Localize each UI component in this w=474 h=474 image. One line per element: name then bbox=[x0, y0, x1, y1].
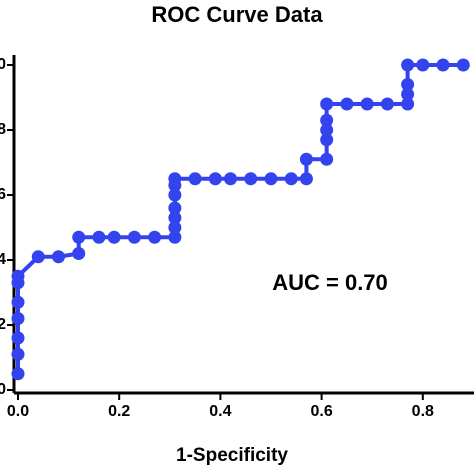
roc-point bbox=[284, 172, 298, 186]
x-tick-label: 0.4 bbox=[209, 403, 231, 420]
roc-point bbox=[127, 230, 141, 244]
roc-point bbox=[436, 58, 450, 72]
roc-point bbox=[224, 172, 238, 186]
roc-point bbox=[456, 58, 470, 72]
y-tick-label: 0.6 bbox=[0, 186, 6, 203]
roc-point bbox=[51, 250, 65, 264]
roc-point bbox=[168, 211, 182, 225]
y-tick-label: 0.4 bbox=[0, 251, 6, 268]
roc-point bbox=[401, 58, 415, 72]
x-axis-label: 1-Specificity bbox=[176, 445, 288, 466]
chart-title: ROC Curve Data bbox=[151, 2, 323, 27]
roc-point bbox=[168, 172, 182, 186]
x-tick-label: 0.8 bbox=[412, 403, 434, 420]
roc-point bbox=[11, 269, 25, 283]
y-tick-label: 0.0 bbox=[0, 381, 6, 398]
roc-point bbox=[264, 172, 278, 186]
roc-line bbox=[16, 63, 464, 374]
roc-point bbox=[168, 230, 182, 244]
roc-point bbox=[340, 97, 354, 111]
roc-point bbox=[244, 172, 258, 186]
roc-point bbox=[320, 133, 334, 147]
roc-point bbox=[208, 172, 222, 186]
x-tick-label: 0.2 bbox=[108, 403, 130, 420]
y-tick-label: 1.0 bbox=[0, 56, 6, 73]
roc-point bbox=[320, 152, 334, 166]
roc-point bbox=[320, 123, 334, 137]
y-tick-label: 0.8 bbox=[0, 121, 6, 138]
roc-point bbox=[401, 78, 415, 91]
roc-point bbox=[320, 97, 334, 111]
roc-point bbox=[11, 347, 25, 361]
roc-point bbox=[360, 97, 374, 111]
roc-point bbox=[72, 247, 86, 260]
roc-point bbox=[299, 152, 313, 166]
roc-point bbox=[31, 250, 45, 264]
roc-point bbox=[92, 230, 106, 244]
roc-point bbox=[72, 230, 86, 244]
annotation: AUC = 0.70 bbox=[272, 270, 388, 295]
x-tick-label: 0.6 bbox=[310, 403, 332, 420]
x-tick-label: 0.0 bbox=[7, 403, 29, 420]
roc-point bbox=[168, 201, 182, 215]
roc-point bbox=[188, 172, 202, 186]
roc-point bbox=[11, 367, 25, 381]
roc-point bbox=[401, 87, 415, 101]
roc-point bbox=[11, 312, 25, 325]
roc-point bbox=[168, 188, 182, 202]
roc-point bbox=[416, 58, 430, 72]
roc-point bbox=[320, 113, 334, 127]
roc-point bbox=[401, 97, 415, 111]
roc-point bbox=[148, 230, 162, 244]
roc-point bbox=[11, 331, 25, 345]
roc-point bbox=[299, 172, 313, 186]
roc-point bbox=[168, 221, 182, 234]
roc-point bbox=[107, 230, 121, 244]
roc-point bbox=[11, 295, 25, 309]
roc-point bbox=[380, 97, 394, 111]
y-tick-label: 0.2 bbox=[0, 316, 6, 333]
